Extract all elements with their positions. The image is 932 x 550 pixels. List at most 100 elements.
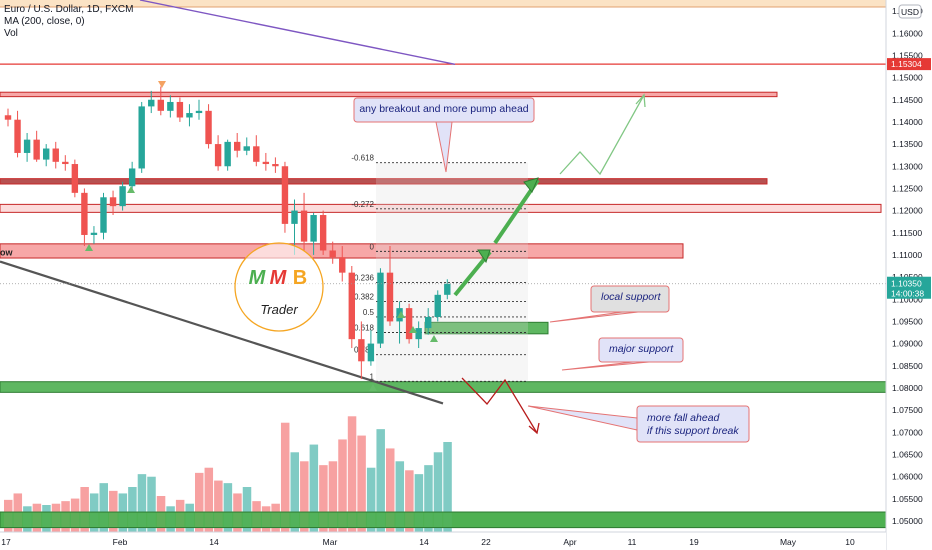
marker-up-icon xyxy=(409,326,417,333)
volume-bar xyxy=(214,480,223,532)
symbol-title: Euro / U.S. Dollar, 1D, FXCM xyxy=(4,4,134,15)
callout-box xyxy=(590,285,670,313)
marker-up-icon xyxy=(430,335,438,342)
time-tick-label: 17 xyxy=(1,537,11,547)
marker-down-icon xyxy=(158,81,166,88)
arrow-head-icon xyxy=(523,177,539,193)
candle-body xyxy=(157,99,164,111)
price-axis-bg xyxy=(886,0,932,550)
last-price-label: 1.10350 xyxy=(891,279,922,289)
candle-body xyxy=(434,294,441,317)
candle-body xyxy=(128,168,136,187)
price-tick-label: 1.13000 xyxy=(892,161,923,171)
price-tick-label: 1.05000 xyxy=(892,516,923,526)
candle-body xyxy=(52,148,59,162)
callout-text: more fall ahead xyxy=(647,412,721,424)
callout-text: major support xyxy=(609,343,674,355)
candle-body xyxy=(176,101,184,118)
candle-body xyxy=(81,192,88,235)
price-tick-label: 1.11000 xyxy=(892,250,922,260)
price-tick-label: 1.06500 xyxy=(892,449,923,459)
callout-text: any breakout and more pump ahead xyxy=(359,103,528,115)
callout-text: if this support break xyxy=(647,425,739,437)
logo-letter: B xyxy=(293,267,307,289)
candle-body xyxy=(386,272,394,322)
time-tick-label: 11 xyxy=(628,537,637,547)
bullish-path xyxy=(559,94,645,176)
time-tick-label: 22 xyxy=(481,537,491,547)
volume-bar xyxy=(147,476,156,532)
marker-up-icon xyxy=(369,384,377,391)
last-price-tag xyxy=(887,276,931,299)
logo-letter: M xyxy=(270,267,288,289)
price-tick-label: 1.16000 xyxy=(892,28,923,38)
candle-body xyxy=(339,257,346,273)
fib-level-label: 0.236 xyxy=(354,273,375,282)
logo-letter: M xyxy=(249,267,267,289)
descending-trendline xyxy=(0,260,444,405)
volume-bar xyxy=(328,461,338,532)
zone-resistance-3 xyxy=(0,243,684,259)
price-tick-label: 1.10000 xyxy=(892,294,923,304)
volume-bar xyxy=(338,439,347,532)
volume-bar xyxy=(109,490,118,532)
time-tick-label: Mar xyxy=(323,537,338,547)
volume-bar xyxy=(280,422,290,532)
time-axis-bg xyxy=(0,532,886,550)
candle-body xyxy=(367,343,375,362)
candle-body xyxy=(100,197,107,233)
price-tick-label: 1.12500 xyxy=(892,183,923,193)
candle-body xyxy=(253,146,260,162)
time-tick-label: May xyxy=(780,537,797,547)
candle-body xyxy=(348,272,355,340)
zone-resistance-1 xyxy=(0,178,768,185)
callout-pointer xyxy=(549,311,639,323)
candle-body xyxy=(377,272,384,344)
candle-body xyxy=(415,328,422,340)
candle-body xyxy=(4,115,12,120)
fib-level-label: -0.618 xyxy=(351,154,374,163)
volume-bar xyxy=(300,461,309,532)
price-tick-label: 1.05500 xyxy=(892,494,923,504)
price-tick-label: 1.13500 xyxy=(892,139,923,149)
volume-bar xyxy=(290,452,299,532)
candle-body xyxy=(186,113,193,118)
candle-body xyxy=(214,144,222,167)
bearish-path xyxy=(461,377,538,434)
time-tick-label: 14 xyxy=(209,537,219,547)
volume-bar xyxy=(357,435,366,532)
bullish-path-head xyxy=(635,93,646,108)
candle-body xyxy=(167,101,174,111)
volume-bar xyxy=(386,448,395,532)
time-tick-label: 14 xyxy=(419,537,429,547)
volume-indicator-label: Vol xyxy=(4,28,18,39)
chart-legend: Euro / U.S. Dollar, 1D, FXCM MA (200, cl… xyxy=(4,4,133,40)
marker-up-icon xyxy=(397,311,405,318)
candle-body xyxy=(358,339,365,362)
callout-breakout: any breakout and more pump ahead xyxy=(353,97,535,173)
callout-major-support: major support xyxy=(561,337,684,371)
candle-body xyxy=(329,250,336,258)
candle-body xyxy=(138,106,145,169)
arrow-head-icon xyxy=(477,249,491,264)
volume-bar xyxy=(128,487,137,532)
price-tick-label: 1.07000 xyxy=(892,427,923,437)
candle-body xyxy=(62,161,69,165)
candle-body xyxy=(291,210,298,224)
key-level-tag xyxy=(887,58,931,71)
zone-left-label: ow xyxy=(0,247,13,257)
volume-bar xyxy=(424,465,433,532)
logo-word: Trader xyxy=(260,302,298,317)
callout-text: local support xyxy=(601,291,662,303)
ma200-line xyxy=(139,0,456,65)
volume-bar xyxy=(414,474,424,532)
price-tick-label: 1.15000 xyxy=(892,73,923,83)
fib-background xyxy=(376,162,528,382)
time-tick-label: Feb xyxy=(113,537,128,547)
volume-bar xyxy=(366,467,376,532)
volume-bar xyxy=(80,487,89,532)
marker-up-icon xyxy=(85,244,93,251)
volume-bar xyxy=(137,474,147,532)
candle-body xyxy=(300,210,308,242)
